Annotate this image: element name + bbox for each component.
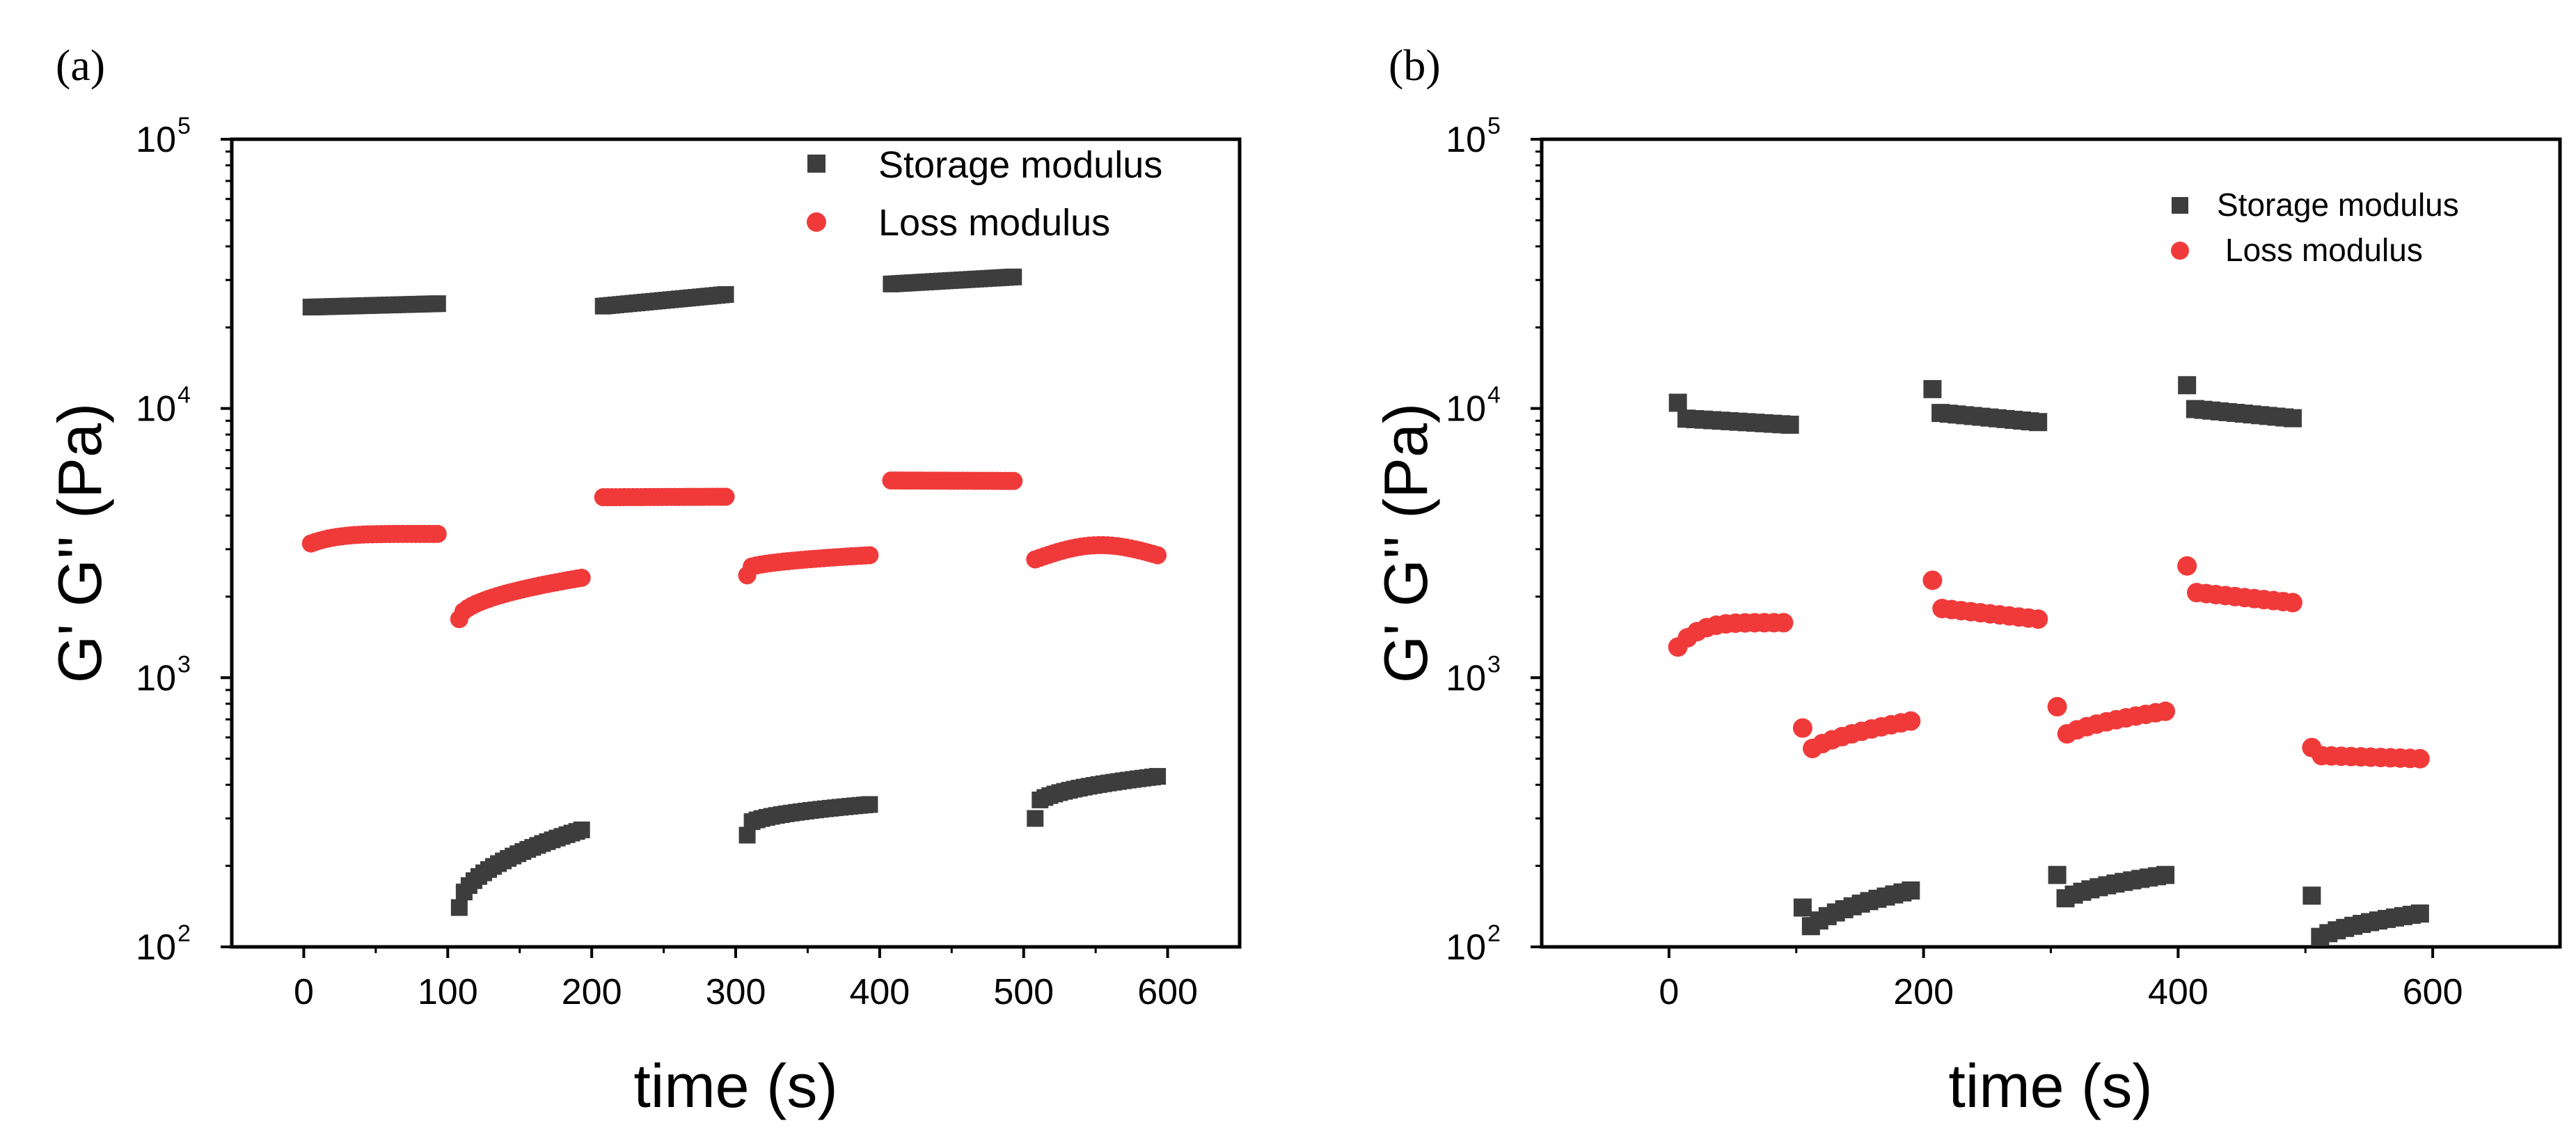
y-tick-exponent: 5	[1487, 113, 1501, 139]
loss-modulus-point	[2282, 592, 2302, 613]
storage-modulus-point	[1793, 898, 1812, 917]
y-tick-exponent: 2	[1487, 920, 1501, 947]
storage-modulus-point	[2048, 865, 2067, 884]
x-axis-title: time (s)	[633, 1051, 837, 1120]
x-tick-label: 100	[418, 972, 478, 1012]
panel-label: (b)	[1389, 40, 1441, 90]
y-tick-exponent: 3	[177, 651, 191, 677]
x-tick-label: 200	[1893, 972, 1954, 1012]
y-axis-title: G' G'' (Pa)	[1371, 403, 1440, 683]
loss-modulus-point	[428, 524, 447, 543]
loss-modulus-point	[1922, 570, 1943, 590]
legend: Storage modulus Loss modulus	[807, 144, 1162, 244]
legend-label-storage: Storage modulus	[2217, 187, 2459, 223]
x-axis-title: time (s)	[1948, 1051, 2152, 1120]
loss-modulus-point	[716, 487, 735, 506]
x-tick-label: 400	[849, 972, 910, 1012]
loss-modulus-point	[572, 568, 591, 587]
y-tick-label: 10	[136, 927, 176, 968]
storage-modulus-point	[450, 899, 468, 916]
loss-modulus-point	[1148, 546, 1167, 565]
storage-modulus-point	[1005, 268, 1022, 285]
x-tick-label: 500	[993, 972, 1054, 1012]
y-tick-label: 10	[1446, 389, 1486, 430]
legend-marker-loss	[807, 212, 826, 232]
loss-modulus-point	[1901, 711, 1921, 731]
y-tick-exponent: 3	[1487, 651, 1501, 677]
loss-modulus-point	[1773, 613, 1794, 633]
storage-modulus-point	[2410, 904, 2429, 923]
loss-modulus-point	[2047, 697, 2067, 717]
legend: Storage modulus Loss modulus	[2171, 187, 2459, 268]
storage-modulus-point	[1027, 810, 1044, 827]
x-tick-label: 0	[1659, 972, 1679, 1012]
storage-modulus-point	[1149, 768, 1167, 785]
loss-modulus-point	[2028, 609, 2048, 629]
legend-marker-storage	[2172, 197, 2188, 214]
storage-modulus-point	[2283, 409, 2302, 427]
y-tick-label: 10	[136, 389, 176, 430]
storage-modulus-point	[1780, 416, 1799, 434]
y-tick-exponent: 4	[1487, 382, 1501, 409]
loss-modulus-point	[2156, 701, 2176, 721]
y-tick-exponent: 5	[177, 113, 191, 139]
x-tick-label: 600	[2403, 972, 2463, 1012]
y-tick-label: 10	[136, 658, 176, 698]
loss-modulus-point	[2410, 748, 2430, 769]
storage-modulus-point	[861, 796, 878, 813]
legend-marker-storage	[807, 155, 825, 173]
storage-modulus-point	[573, 821, 590, 838]
panel-label: (a)	[56, 40, 105, 90]
y-tick-label: 10	[1446, 927, 1486, 968]
storage-modulus-point	[2178, 376, 2197, 395]
x-tick-label: 300	[706, 972, 766, 1012]
storage-modulus-point	[2156, 865, 2175, 884]
y-tick-exponent: 4	[177, 382, 191, 409]
storage-modulus-point	[1902, 881, 1920, 900]
y-tick-label: 10	[136, 120, 176, 160]
x-tick-label: 0	[294, 972, 314, 1012]
y-axis-title: G' G'' (Pa)	[45, 403, 114, 683]
legend-marker-loss	[2171, 242, 2189, 260]
storage-modulus-point	[1668, 393, 1687, 412]
data-marks	[301, 268, 1167, 916]
y-tick-label: 10	[1446, 120, 1486, 160]
data-marks	[1668, 376, 2430, 946]
loss-modulus-point	[860, 546, 879, 565]
storage-modulus-point	[2029, 413, 2048, 432]
loss-modulus-point	[2177, 556, 2197, 576]
legend-label-loss: Loss modulus	[2225, 232, 2423, 268]
y-tick-label: 10	[1446, 658, 1486, 698]
x-tick-label: 200	[562, 972, 622, 1012]
storage-modulus-point	[1923, 379, 1942, 398]
loss-modulus-point	[1792, 718, 1812, 738]
x-tick-label: 400	[2148, 972, 2208, 1012]
legend-label-loss: Loss modulus	[878, 202, 1110, 244]
x-tick-label: 600	[1137, 972, 1198, 1012]
storage-modulus-point	[717, 286, 734, 304]
loss-modulus-point	[1004, 471, 1023, 490]
storage-modulus-point	[429, 295, 446, 313]
legend-label-storage: Storage modulus	[878, 144, 1162, 186]
y-tick-exponent: 2	[177, 920, 191, 947]
storage-modulus-point	[2302, 886, 2321, 905]
